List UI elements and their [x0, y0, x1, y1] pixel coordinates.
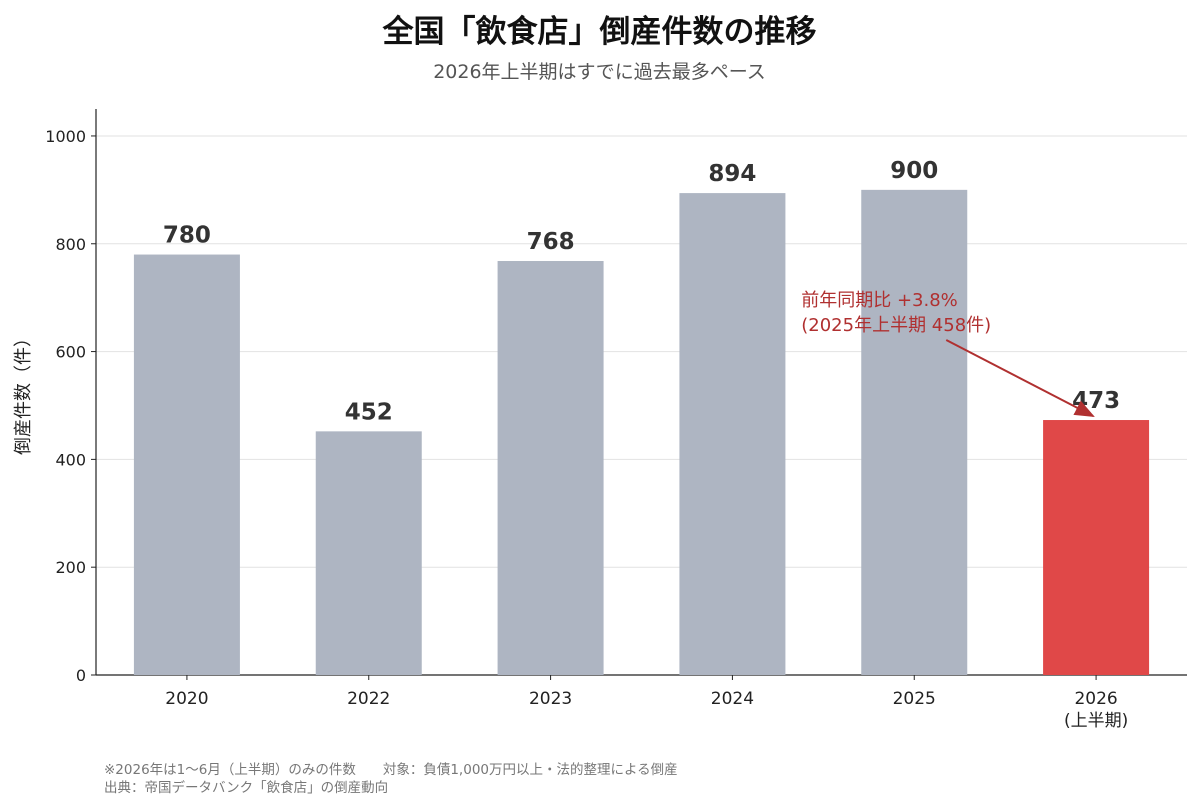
x-tick-label: 2026 (上半期)	[1064, 689, 1128, 731]
data-label: 473	[1072, 388, 1120, 414]
x-tick-label: 2022	[347, 689, 390, 709]
x-tick-label: 2025	[893, 689, 936, 709]
y-tick-label: 400	[55, 450, 86, 469]
data-label: 768	[527, 229, 575, 255]
annotation-arrow	[945, 339, 1095, 417]
y-tick-label: 0	[76, 666, 86, 685]
bar-5	[861, 189, 968, 675]
bar-1	[133, 254, 240, 676]
bar-2	[315, 431, 422, 675]
annotation-text: 前年同期比 +3.8%	[801, 290, 958, 311]
chart-title: 全国「飲食店」倒産件数の推移	[382, 14, 817, 50]
data-label: 452	[345, 399, 393, 425]
chart-subtitle: 2026年上半期はすでに過去最多ペース	[433, 61, 766, 83]
footnote-scope: ※2026年は1〜6月（上半期）のみの件数 対象：負債1,000万円以上・法的整…	[104, 762, 678, 778]
x-tick-label: 2024	[711, 689, 754, 709]
bar-3	[497, 261, 604, 675]
footnote-source: 出典：帝国データバンク「飲食店」の倒産動向	[104, 780, 389, 796]
annotation-text: (2025年上半期 458件)	[801, 315, 991, 336]
y-tick-label: 1000	[45, 127, 86, 146]
bar-4	[679, 193, 786, 675]
y-tick-label: 800	[55, 235, 86, 254]
y-tick-label: 600	[55, 343, 86, 362]
y-axis-label: 倒産件数（件）	[13, 329, 34, 455]
x-tick-label: 2023	[529, 689, 572, 709]
bar-6	[1043, 420, 1150, 675]
data-label: 894	[708, 161, 756, 187]
x-tick-label: 2020	[165, 689, 208, 709]
data-label: 780	[163, 223, 211, 249]
data-label: 900	[890, 158, 938, 184]
y-tick-label: 200	[55, 558, 86, 577]
